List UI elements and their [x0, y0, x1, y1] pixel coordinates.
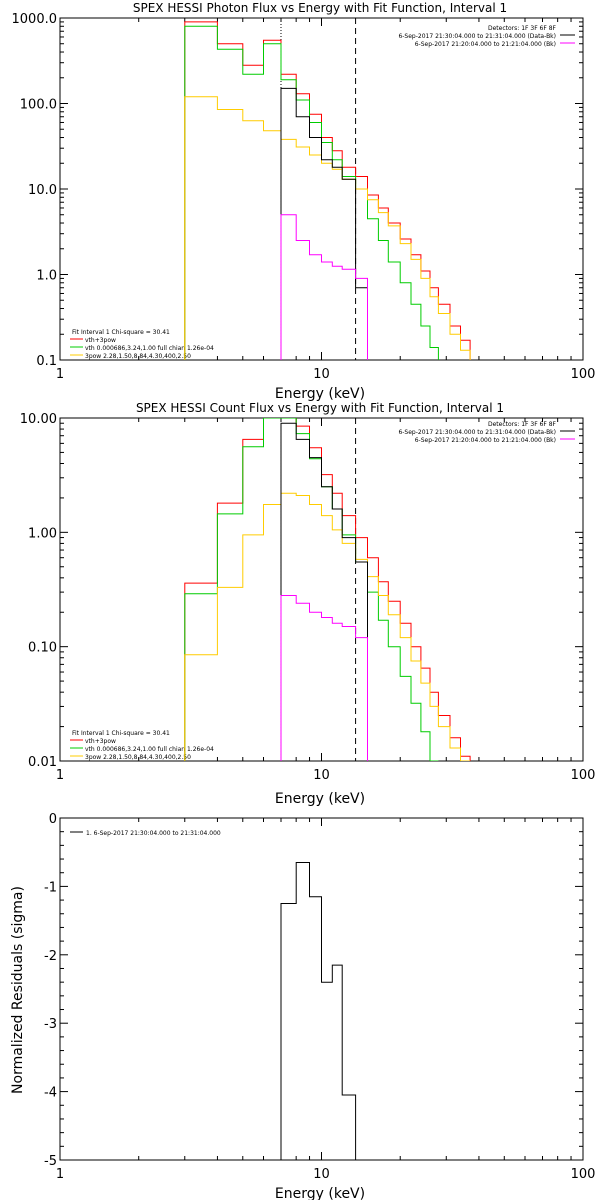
legend-vth-text: vth 0.000686,3.24,1.00 full chian 1.26e-… — [85, 746, 214, 753]
legend-3pow-text: 3pow 2.28,1.50,8.84,4.30,400,2.50 — [85, 353, 191, 360]
legend-data-interval-text: 6-Sep-2017 21:30:04.000 to 21:31:04.000 … — [398, 33, 556, 40]
series-line-1 — [184, 25, 439, 360]
y-tick-label: 10.00 — [20, 412, 57, 427]
count-flux-title: SPEX HESSI Count Flux vs Energy with Fit… — [136, 401, 504, 415]
series-line-2 — [184, 96, 471, 360]
legend-fit-interval-text: Fit Interval 1 Chi-square = 30.41 — [72, 329, 170, 336]
x-tick-label: 100 — [571, 1167, 596, 1182]
series-line-4 — [280, 214, 368, 360]
residuals-xlabel: Energy (keV) — [275, 1186, 365, 1200]
legend-3pow-text: 3pow 2.28,1.50,8.84,4.30,400,2.50 — [85, 754, 191, 761]
y-tick-label: 10.0 — [28, 183, 57, 198]
residuals-legend-text: 1. 6-Sep-2017 21:30:04.000 to 21:31:04.0… — [86, 830, 221, 837]
legend-fit-interval-text: Fit Interval 1 Chi-square = 30.41 — [72, 730, 170, 737]
y-tick-label: -5 — [44, 1154, 57, 1169]
photon-flux-xlabel: Energy (keV) — [275, 386, 365, 402]
photon-flux-panel: SPEX HESSI Photon Flux vs Energy with Fi… — [12, 1, 596, 402]
legend-detectors-text: Detectors: 1F 3F 6F 8F — [488, 25, 557, 32]
x-tick-label: 100 — [571, 367, 596, 382]
legend-vth-text: vth 0.000686,3.24,1.00 full chian 1.26e-… — [85, 345, 214, 352]
x-tick-label: 10 — [313, 1167, 330, 1182]
series-line-2 — [184, 492, 471, 761]
y-tick-label: 1.00 — [28, 526, 57, 541]
legend-detectors-text: Detectors: 1F 3F 6F 8F — [488, 421, 557, 428]
legend-vth3pow-text: vth+3pow — [85, 738, 116, 745]
series-line-3 — [280, 422, 368, 761]
legend-vth3pow-text: vth+3pow — [85, 337, 116, 344]
photon-flux-title: SPEX HESSI Photon Flux vs Energy with Fi… — [133, 1, 507, 15]
residuals-ylabel: Normalized Residuals (sigma) — [10, 886, 26, 1094]
y-tick-label: -3 — [44, 1017, 57, 1032]
legend-data-interval-text: 6-Sep-2017 21:30:04.000 to 21:31:04.000 … — [398, 429, 556, 436]
y-tick-label: 1.0 — [36, 269, 57, 284]
y-tick-label: 0.1 — [36, 354, 57, 369]
series-line-4 — [280, 595, 368, 761]
residuals-panel: Energy (keV) Normalized Residuals (sigma… — [10, 812, 595, 1200]
y-tick-label: -1 — [44, 880, 57, 895]
y-tick-label: -2 — [44, 949, 57, 964]
plot-frame — [59, 817, 584, 1161]
y-tick-label: 1000.0 — [12, 12, 58, 27]
y-tick-label: 0.10 — [28, 641, 57, 656]
series-line-0 — [184, 418, 471, 761]
photon-flux-legend-detectors: Detectors: 1F 3F 6F 8F 6-Sep-2017 21:30:… — [398, 25, 556, 48]
series-line-1 — [184, 418, 439, 761]
x-tick-label: 100 — [571, 768, 596, 783]
plot-frame — [59, 17, 584, 361]
count-flux-legend-fit: Fit Interval 1 Chi-square = 30.41 vth+3p… — [72, 730, 214, 761]
y-tick-label: 0.01 — [28, 755, 57, 770]
count-flux-xlabel: Energy (keV) — [275, 791, 365, 807]
x-tick-label: 1 — [56, 1167, 64, 1182]
count-flux-legend-detectors: Detectors: 1F 3F 6F 8F 6-Sep-2017 21:30:… — [398, 421, 556, 444]
x-tick-label: 10 — [313, 768, 330, 783]
series-line-3 — [280, 87, 368, 360]
count-flux-panel: SPEX HESSI Count Flux vs Energy with Fit… — [20, 401, 596, 807]
series-line-0 — [280, 862, 357, 1160]
series-line-0 — [184, 21, 471, 360]
x-tick-label: 1 — [56, 768, 64, 783]
x-tick-label: 1 — [56, 367, 64, 382]
x-tick-label: 10 — [313, 367, 330, 382]
y-tick-label: -4 — [44, 1086, 57, 1101]
legend-bk-interval-text: 6-Sep-2017 21:20:04.000 to 21:21:04.000 … — [415, 41, 556, 48]
y-tick-label: 100.0 — [20, 98, 57, 113]
legend-bk-interval-text: 6-Sep-2017 21:20:04.000 to 21:21:04.000 … — [415, 437, 556, 444]
photon-flux-legend-fit: Fit Interval 1 Chi-square = 30.41 vth+3p… — [72, 329, 214, 360]
y-tick-label: 0 — [49, 812, 57, 827]
